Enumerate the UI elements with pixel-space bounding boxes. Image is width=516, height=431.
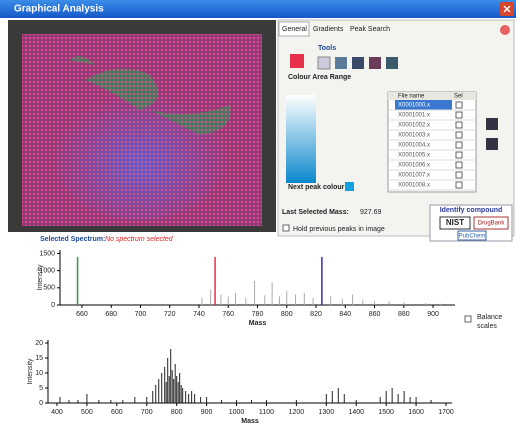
x-tick-label: 900 (201, 409, 213, 416)
x-tick-label: 500 (81, 409, 93, 416)
balance-label: Balance (477, 314, 502, 321)
x-tick-label: 1000 (229, 409, 245, 416)
y-tick-label: 0 (51, 302, 55, 309)
next-peak-swatch[interactable] (345, 182, 354, 191)
y-tick-label: 10 (35, 370, 43, 377)
colour-range-label: Colour Area Range (288, 74, 351, 81)
y-tick-label: 500 (43, 285, 55, 292)
file-table: File name Sel X0001000.x X0001001.x X00010… (388, 92, 476, 192)
y-axis-label: Intensity (37, 264, 44, 291)
button-label[interactable]: PubChem (459, 234, 486, 240)
tool-icon[interactable] (318, 57, 330, 69)
tool-icon[interactable] (290, 54, 304, 68)
tab-label[interactable]: General (282, 26, 307, 33)
x-tick-label: 400 (51, 409, 63, 416)
y-tick-label: 1500 (39, 250, 55, 257)
x-tick-label: 1300 (319, 409, 335, 416)
tool-icon[interactable] (335, 57, 347, 69)
y-tick-label: 15 (35, 355, 43, 362)
file-name[interactable]: X0001004.x (398, 143, 430, 149)
x-tick-label: 780 (252, 311, 264, 318)
selected-spectrum-label: Selected Spectrum: (40, 236, 105, 243)
file-name[interactable]: X0001007.x (398, 173, 430, 179)
tab-label[interactable]: Peak Search (350, 26, 390, 33)
button-label[interactable]: DrugBank (478, 221, 506, 227)
x-tick-label: 660 (76, 311, 88, 318)
file-name[interactable]: X0001003.x (398, 133, 430, 139)
balance-label: scales (477, 323, 497, 330)
x-tick-label: 1100 (259, 409, 274, 416)
y-tick-label: 20 (35, 340, 43, 347)
y-tick-label: 5 (39, 385, 43, 392)
save-icon[interactable] (486, 118, 498, 130)
tool-icon[interactable] (369, 57, 381, 69)
y-tick-label: 0 (39, 400, 43, 407)
row-checkbox[interactable] (456, 102, 462, 108)
file-name[interactable]: X0001005.x (398, 153, 430, 159)
row-checkbox[interactable] (456, 172, 462, 178)
x-tick-label: 840 (339, 311, 351, 318)
x-tick-label: 600 (111, 409, 123, 416)
row-checkbox[interactable] (456, 152, 462, 158)
panel-close[interactable] (500, 25, 510, 35)
tools-label: Tools (318, 45, 336, 52)
x-tick-label: 1500 (378, 409, 394, 416)
tab-label[interactable]: Gradients (313, 26, 344, 33)
image-dots (22, 34, 262, 226)
tool-icon[interactable] (386, 57, 398, 69)
x-tick-label: 800 (171, 409, 183, 416)
x-axis-label: Mass (241, 418, 259, 425)
row-checkbox[interactable] (456, 162, 462, 168)
column-header: Sel (454, 94, 463, 100)
tool-icon[interactable] (352, 57, 364, 69)
x-tick-label: 900 (427, 311, 439, 318)
file-name[interactable]: X0001001.x (398, 113, 430, 119)
row-checkbox[interactable] (456, 182, 462, 188)
app-window: Graphical Analysis General Gradients Pea… (0, 0, 516, 431)
checkbox-label: Hold previous peaks in image (293, 226, 385, 233)
last-mass-value: 927.69 (360, 209, 382, 216)
file-name[interactable]: X0001006.x (398, 163, 430, 169)
next-peak-label: Next peak colour (288, 184, 345, 191)
window-title: Graphical Analysis (14, 4, 104, 15)
x-axis-label: Mass (249, 320, 267, 327)
x-tick-label: 1200 (289, 409, 305, 416)
file-name[interactable]: X0001008.x (398, 183, 430, 189)
x-tick-label: 720 (164, 311, 176, 318)
x-tick-label: 820 (310, 311, 322, 318)
identify-title: Identify compound (440, 207, 503, 214)
x-tick-label: 760 (222, 311, 234, 318)
x-tick-label: 700 (141, 409, 153, 416)
y-axis-label: Intensity (27, 358, 34, 385)
row-checkbox[interactable] (456, 142, 462, 148)
file-name[interactable]: X0001002.x (398, 123, 430, 129)
last-mass-label: Last Selected Mass: (282, 209, 349, 216)
x-tick-label: 700 (135, 311, 147, 318)
row-checkbox[interactable] (456, 112, 462, 118)
no-spectrum-label: No spectrum selected (105, 236, 174, 243)
row-checkbox[interactable] (456, 122, 462, 128)
button-label[interactable]: NIST (446, 218, 464, 227)
x-tick-label: 1600 (408, 409, 424, 416)
column-header: File name (398, 94, 425, 100)
checkbox[interactable] (465, 316, 471, 322)
x-tick-label: 680 (105, 311, 117, 318)
checkbox[interactable] (283, 225, 289, 231)
save-icon[interactable] (486, 138, 498, 150)
x-tick-label: 800 (281, 311, 293, 318)
x-tick-label: 860 (369, 311, 381, 318)
x-tick-label: 740 (193, 311, 205, 318)
colour-gradient (286, 95, 316, 183)
x-tick-label: 880 (398, 311, 410, 318)
x-tick-label: 1400 (348, 409, 364, 416)
x-tick-label: 1700 (438, 409, 454, 416)
file-name[interactable]: X0001000.x (398, 103, 430, 109)
row-checkbox[interactable] (456, 132, 462, 138)
